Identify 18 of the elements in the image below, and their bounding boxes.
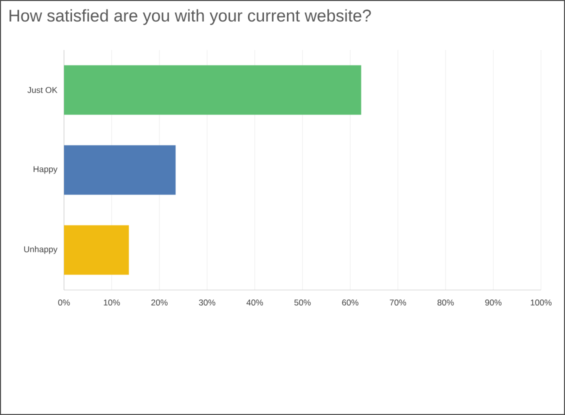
x-tick-label: 100% (530, 300, 552, 306)
x-tick-label: 60% (342, 300, 358, 306)
y-tick-label: Just OK (27, 87, 58, 93)
chart-title: How satisfied are you with your current website? (10, 9, 371, 25)
bar (64, 65, 362, 115)
x-tick-label: 30% (198, 300, 216, 306)
y-tick-label: Happy (34, 166, 58, 174)
x-tick-label: 0% (58, 300, 70, 306)
x-tick-label: 70% (390, 300, 406, 306)
bar (64, 225, 129, 275)
x-tick-label: 50% (294, 300, 311, 306)
x-tick-label: 40% (246, 300, 263, 306)
x-tick-label: 80% (438, 300, 454, 306)
x-tick-label: 10% (104, 300, 120, 306)
bar (64, 145, 176, 195)
x-tick-label: 90% (485, 300, 502, 306)
x-tick-label: 20% (151, 300, 168, 306)
y-tick-label: Unhappy (24, 246, 58, 254)
